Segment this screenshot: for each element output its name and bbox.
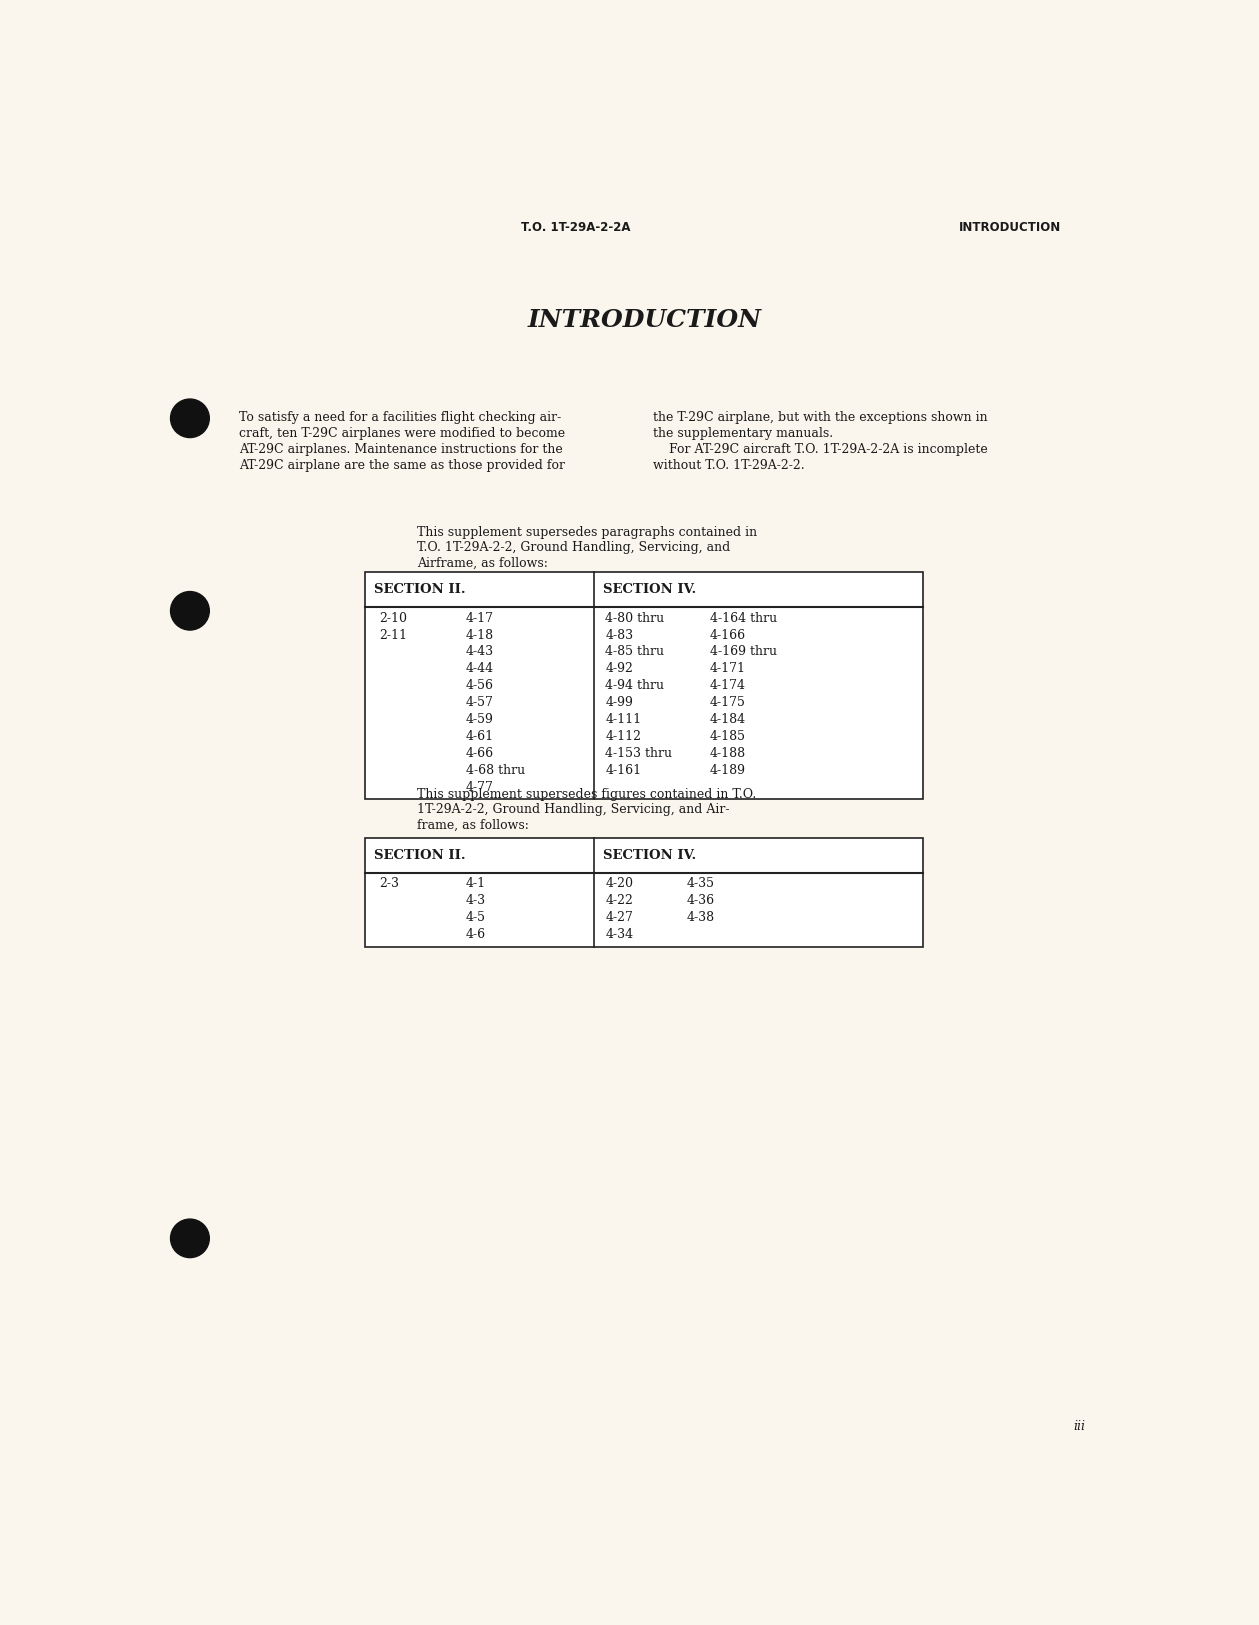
Text: 4-3: 4-3 (466, 894, 486, 907)
Text: 4-189: 4-189 (710, 764, 745, 777)
Text: 2-10: 2-10 (379, 611, 407, 624)
Text: 4-6: 4-6 (466, 928, 486, 941)
Text: 4-169 thru: 4-169 thru (710, 645, 777, 658)
Text: 4-44: 4-44 (466, 663, 494, 676)
Text: 4-171: 4-171 (710, 663, 745, 676)
Text: 4-111: 4-111 (606, 713, 641, 726)
Text: iii: iii (1074, 1420, 1085, 1433)
Text: 4-184: 4-184 (710, 713, 747, 726)
Text: For AT-29C aircraft T.O. 1T-29A-2-2A is incomplete: For AT-29C aircraft T.O. 1T-29A-2-2A is … (653, 444, 988, 457)
Text: 4-83: 4-83 (606, 629, 633, 642)
Circle shape (170, 400, 209, 437)
Text: 4-20: 4-20 (606, 878, 633, 891)
Text: T.O. 1T-29A-2-2, Ground Handling, Servicing, and: T.O. 1T-29A-2-2, Ground Handling, Servic… (417, 541, 730, 554)
Text: the supplementary manuals.: the supplementary manuals. (653, 427, 833, 440)
Text: INTRODUCTION: INTRODUCTION (528, 307, 762, 332)
Text: 4-85 thru: 4-85 thru (606, 645, 665, 658)
Text: 4-164 thru: 4-164 thru (710, 611, 777, 624)
Text: Airframe, as follows:: Airframe, as follows: (417, 557, 548, 570)
Text: 4-36: 4-36 (686, 894, 715, 907)
Text: SECTION II.: SECTION II. (374, 848, 466, 861)
Text: 4-80 thru: 4-80 thru (606, 611, 665, 624)
Text: 4-185: 4-185 (710, 730, 745, 743)
Text: 4-94 thru: 4-94 thru (606, 679, 665, 692)
Text: 4-38: 4-38 (686, 912, 715, 925)
Text: 4-59: 4-59 (466, 713, 494, 726)
Text: This supplement supersedes figures contained in T.O.: This supplement supersedes figures conta… (417, 788, 757, 801)
Bar (365, 572, 923, 800)
Text: INTRODUCTION: INTRODUCTION (959, 221, 1061, 234)
Text: 4-92: 4-92 (606, 663, 633, 676)
Text: 2-3: 2-3 (379, 878, 399, 891)
Text: 4-166: 4-166 (710, 629, 747, 642)
Text: 4-161: 4-161 (606, 764, 641, 777)
Text: T.O. 1T-29A-2-2A: T.O. 1T-29A-2-2A (521, 221, 631, 234)
Text: 2-11: 2-11 (379, 629, 407, 642)
Circle shape (170, 592, 209, 630)
Text: 4-22: 4-22 (606, 894, 633, 907)
Text: 4-153 thru: 4-153 thru (606, 748, 672, 760)
Text: 4-35: 4-35 (686, 878, 715, 891)
Text: SECTION II.: SECTION II. (374, 583, 466, 596)
Text: SECTION IV.: SECTION IV. (603, 583, 696, 596)
Bar (365, 838, 923, 946)
Text: craft, ten T-29C airplanes were modified to become: craft, ten T-29C airplanes were modified… (239, 427, 565, 440)
Circle shape (170, 1219, 209, 1258)
Text: To satisfy a need for a facilities flight checking air-: To satisfy a need for a facilities fligh… (239, 411, 562, 424)
Text: 4-34: 4-34 (606, 928, 633, 941)
Text: the T-29C airplane, but with the exceptions shown in: the T-29C airplane, but with the excepti… (653, 411, 988, 424)
Text: 4-188: 4-188 (710, 748, 747, 760)
Text: 4-43: 4-43 (466, 645, 494, 658)
Text: 4-175: 4-175 (710, 696, 745, 708)
Text: 4-5: 4-5 (466, 912, 486, 925)
Text: 4-57: 4-57 (466, 696, 494, 708)
Text: 4-66: 4-66 (466, 748, 494, 760)
Text: 4-1: 4-1 (466, 878, 486, 891)
Text: 4-112: 4-112 (606, 730, 641, 743)
Text: SECTION IV.: SECTION IV. (603, 848, 696, 861)
Text: 4-99: 4-99 (606, 696, 633, 708)
Text: AT-29C airplanes. Maintenance instructions for the: AT-29C airplanes. Maintenance instructio… (239, 444, 563, 457)
Text: 1T-29A-2-2, Ground Handling, Servicing, and Air-: 1T-29A-2-2, Ground Handling, Servicing, … (417, 803, 729, 816)
Text: 4-27: 4-27 (606, 912, 633, 925)
Text: frame, as follows:: frame, as follows: (417, 819, 529, 832)
Text: 4-61: 4-61 (466, 730, 494, 743)
Text: 4-68 thru: 4-68 thru (466, 764, 525, 777)
Text: 4-77: 4-77 (466, 782, 494, 795)
Text: 4-174: 4-174 (710, 679, 745, 692)
Text: AT-29C airplane are the same as those provided for: AT-29C airplane are the same as those pr… (239, 460, 565, 473)
Text: 4-17: 4-17 (466, 611, 494, 624)
Text: 4-18: 4-18 (466, 629, 494, 642)
Text: This supplement supersedes paragraphs contained in: This supplement supersedes paragraphs co… (417, 526, 757, 540)
Text: without T.O. 1T-29A-2-2.: without T.O. 1T-29A-2-2. (653, 460, 805, 473)
Text: 4-56: 4-56 (466, 679, 494, 692)
